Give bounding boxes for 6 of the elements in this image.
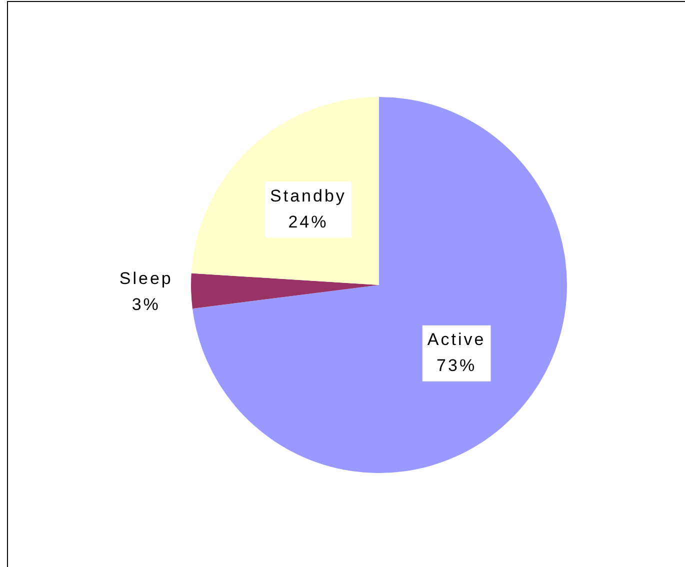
data-label: 73% [436, 356, 477, 376]
slice-label: Active [427, 330, 486, 350]
data-label: 24% [288, 212, 328, 232]
slice-label: Standby [270, 186, 346, 206]
data-label: 3% [132, 295, 160, 314]
slice-label: Sleep [119, 269, 173, 288]
